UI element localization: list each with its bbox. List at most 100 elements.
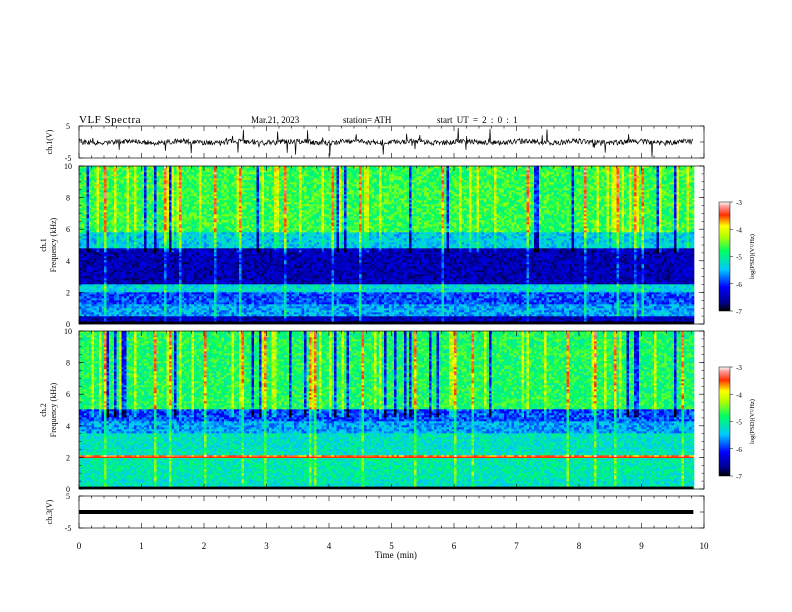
ch1-spec-heatmap-cell xyxy=(351,284,355,287)
ch1-spec-heatmap-cell xyxy=(136,292,140,295)
ch1-spec-heatmap-cell xyxy=(361,296,365,299)
ch1-spec-heatmap-cell xyxy=(119,320,122,323)
ch1-spec-heatmap-cell xyxy=(436,320,440,323)
ch1-spec-heatmap-cell xyxy=(596,310,600,313)
ch1-spec-heatmap-cell xyxy=(549,302,552,305)
ch1-spec-heatmap-cell xyxy=(586,292,590,295)
ch1-spec-heatmap-cell xyxy=(231,316,235,319)
ch1-spec-heatmap-cell xyxy=(331,314,335,317)
ch1-spec-heatmap-cell xyxy=(581,316,585,319)
ch1-spec-heatmap-cell xyxy=(386,304,390,307)
ch1-spec-heatmap-cell xyxy=(346,306,350,309)
ch1-spec-heatmap-cell xyxy=(196,310,200,313)
ch1-spec-heatmap-cell xyxy=(524,286,527,289)
ch1-spec-heatmap-cell xyxy=(459,308,462,311)
ch1-spec-heatmap-cell xyxy=(311,306,315,309)
ch1-spec-heatmap-cell xyxy=(316,318,320,321)
ch1-spec-heatmap-cell xyxy=(529,298,532,301)
ch1-spec-heatmap-cell xyxy=(211,320,215,323)
ch1-spec-heatmap-cell xyxy=(476,318,480,321)
ch1-spec-heatmap-cell xyxy=(94,294,97,297)
ch1-spec-heatmap-cell xyxy=(111,288,115,291)
ch1-spec-heatmap-cell xyxy=(366,290,370,293)
ch1-spec-heatmap-cell xyxy=(666,298,670,301)
ch1-spec-heatmap-cell xyxy=(374,320,377,323)
ch1-spec-heatmap-cell xyxy=(129,286,132,289)
ch1-spec-heatmap-cell xyxy=(374,304,377,307)
ch1-spec-heatmap-cell xyxy=(486,312,490,315)
ch1-spec-heatmap-cell xyxy=(481,296,485,299)
ch1-spec-heatmap-cell xyxy=(406,304,410,307)
ch1-spec-heatmap-cell xyxy=(341,288,345,291)
ch1-spec-heatmap-cell xyxy=(239,314,242,317)
ch1-spec-heatmap-cell xyxy=(291,306,295,309)
ch1-spec-heatmap-cell xyxy=(456,286,460,289)
ch1-spec-heatmap-cell xyxy=(559,320,562,323)
ch1-spec-heatmap-cell xyxy=(131,308,135,311)
ch1-spec-heatmap-cell xyxy=(514,284,517,287)
ch1-spec-heatmap-cell xyxy=(549,290,552,293)
ch1-spec-heatmap-cell xyxy=(184,312,187,315)
ch1-spec-heatmap-cell xyxy=(494,296,497,299)
ch1-spec-heatmap-cell xyxy=(621,318,625,321)
ch1-spec-heatmap-cell xyxy=(351,286,355,289)
ch1-spec-heatmap-cell xyxy=(669,296,672,299)
ch1-spec-heatmap-cell xyxy=(211,318,215,321)
ch1-spec-heatmap-cell xyxy=(294,308,297,311)
ch1-spec-heatmap-cell xyxy=(369,292,372,295)
ch1-spec-heatmap-cell xyxy=(596,302,600,305)
ch1-spec-heatmap-cell xyxy=(84,316,87,319)
ch1-spec-heatmap-cell xyxy=(184,290,187,293)
ch1-spec-heatmap-cell xyxy=(454,306,457,309)
ch1-spec-heatmap-cell xyxy=(86,308,90,311)
ch1-spec-heatmap-cell xyxy=(399,314,402,317)
ch1-spec-heatmap-cell xyxy=(501,298,505,301)
ch1-spec-heatmap-cell xyxy=(91,300,95,303)
ch1-spec-heatmap-cell xyxy=(146,296,150,299)
ch1-spec-heatmap-cell xyxy=(294,312,297,315)
ch1-spec-heatmap-cell xyxy=(681,296,685,299)
ch1-spec-heatmap-cell xyxy=(584,294,587,297)
ch1-spec-heatmap-cell xyxy=(671,304,675,307)
ch1-spec-heatmap-cell xyxy=(656,292,660,295)
ch1-spec-heatmap-cell xyxy=(594,314,597,317)
ch1-spec-heatmap-cell xyxy=(641,314,645,317)
ch1-spec-heatmap-cell xyxy=(636,312,640,315)
ch1-spec-heatmap-cell xyxy=(641,318,645,321)
ch1-spec-heatmap-cell xyxy=(679,308,682,311)
ch1-spec-heatmap-cell xyxy=(529,288,532,291)
ch1-spec-heatmap-cell xyxy=(234,310,237,313)
ch1-spec-heatmap-cell xyxy=(649,294,652,297)
ch1-spec-heatmap-cell xyxy=(106,314,110,317)
ch1-spec-heatmap-cell xyxy=(239,308,242,311)
ch1-spec-heatmap-cell xyxy=(161,288,165,291)
ch1-spec-heatmap-cell xyxy=(481,284,485,287)
ch1-spec-heatmap-cell xyxy=(639,288,642,291)
ch1-spec-heatmap-cell xyxy=(326,306,330,309)
ch1-spec-heatmap-cell xyxy=(559,292,562,295)
ch1-spec-heatmap-cell xyxy=(606,294,610,297)
ch1-spec-heatmap-cell xyxy=(679,316,682,319)
ch1-spec-heatmap-cell xyxy=(651,300,655,303)
ch1-spec-heatmap-cell xyxy=(386,292,390,295)
ch1-spec-heatmap-cell xyxy=(656,286,660,289)
ch1-spec-heatmap-cell xyxy=(666,302,670,305)
ch1-spec-heatmap-cell xyxy=(564,302,567,305)
ch1-spec-heatmap-cell xyxy=(366,284,370,287)
ch1-spec-heatmap-cell xyxy=(484,296,487,299)
ch1-spec-heatmap-cell xyxy=(579,318,582,321)
ch1-spec-heatmap-cell xyxy=(501,306,505,309)
ch1-spec-heatmap-cell xyxy=(411,312,415,315)
ch1-spec-heatmap-cell xyxy=(296,320,300,323)
ch1-spec-heatmap-cell xyxy=(374,290,377,293)
ch1-spec-heatmap-cell xyxy=(644,288,647,291)
ch1-spec-heatmap-cell xyxy=(219,320,222,323)
ch1-spec-heatmap-cell xyxy=(376,312,380,315)
ch1-spec-heatmap-cell xyxy=(149,306,152,309)
ch1-spec-heatmap-cell xyxy=(366,292,370,295)
ch1-spec-heatmap-cell xyxy=(336,302,340,305)
ch1-spec-heatmap-cell xyxy=(629,298,632,301)
ch1-spec-heatmap-cell xyxy=(614,286,617,289)
ch1-spec-heatmap-cell xyxy=(104,294,107,297)
ch1-spec-heatmap-cell xyxy=(399,294,402,297)
